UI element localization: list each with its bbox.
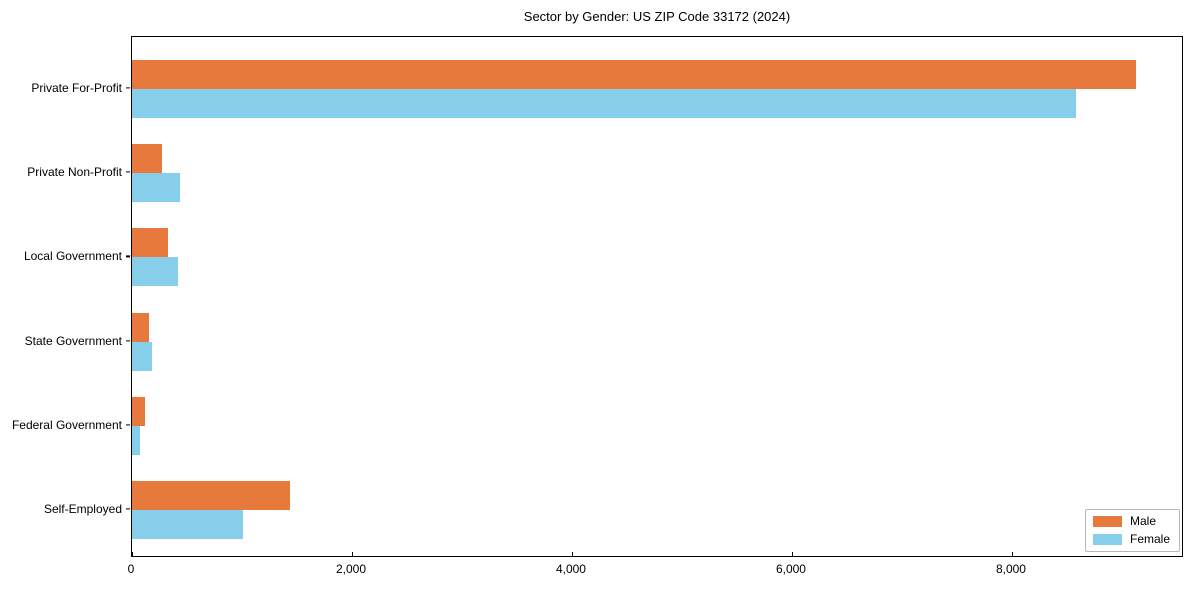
y-tick-label: Federal Government (11, 417, 122, 432)
y-tick-label: Private Non-Profit (27, 165, 122, 180)
legend-item-male: Male (1092, 514, 1170, 528)
bar-female (132, 173, 181, 203)
bar-male (132, 481, 291, 510)
bar-male (132, 312, 149, 342)
bar-female (132, 89, 1076, 118)
x-tick-label: 6,000 (775, 562, 806, 576)
bar-female (132, 425, 141, 455)
y-tick-label: Self-Employed (43, 502, 122, 516)
x-tick-label: 2,000 (335, 562, 366, 576)
bar-female (132, 510, 244, 539)
y-tick (126, 87, 130, 89)
x-tick (792, 552, 794, 556)
bar-female (132, 257, 179, 287)
y-tick (126, 424, 130, 426)
y-tick (126, 171, 130, 173)
x-tick-label: 8,000 (995, 562, 1026, 576)
legend-swatch-female (1092, 534, 1122, 545)
bar-male (132, 396, 146, 426)
x-tick-label: 0 (127, 562, 135, 576)
legend-label: Female (1129, 532, 1170, 546)
legend-swatch-male (1092, 516, 1122, 527)
bar-male (132, 144, 162, 174)
chart-title: Sector by Gender: US ZIP Code 33172 (202… (523, 9, 791, 24)
y-tick-label: Local Government (23, 249, 122, 264)
x-tick (352, 552, 354, 556)
x-tick (1012, 552, 1014, 556)
x-tick (572, 552, 574, 556)
plot-area: Male Female (131, 36, 1183, 557)
y-tick (126, 340, 130, 342)
x-tick-label: 4,000 (555, 562, 586, 576)
x-tick (132, 552, 134, 556)
bar-male (132, 60, 1137, 89)
legend-item-female: Female (1092, 532, 1170, 546)
bar-male (132, 228, 169, 258)
y-tick-label: State Government (24, 333, 122, 348)
legend: Male Female (1084, 509, 1180, 552)
y-tick (126, 255, 130, 257)
y-tick-label: Private For-Profit (31, 81, 122, 95)
bar-female (132, 341, 152, 371)
y-tick (126, 508, 130, 510)
legend-label: Male (1129, 514, 1156, 528)
